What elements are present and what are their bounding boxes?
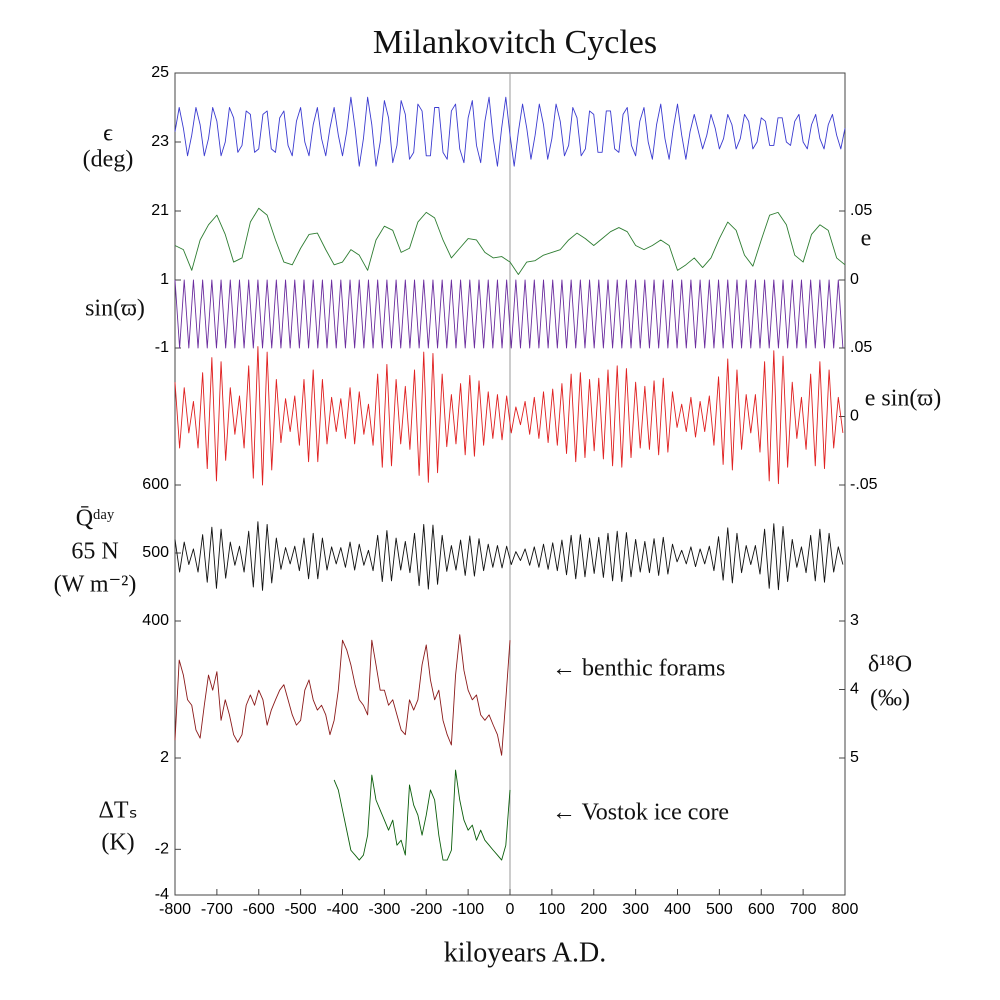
y-tick-label: 1 [160, 271, 169, 288]
axis-label: ϵ [103, 121, 113, 147]
x-tick-label: 800 [832, 901, 859, 918]
axis-label: e sin(ϖ) [865, 386, 941, 412]
y-tick-label: 3 [850, 612, 859, 629]
axis-label: Q̄ᵈᵃʸ [76, 506, 115, 532]
x-tick-label: -100 [452, 901, 484, 918]
series-line [174, 346, 844, 486]
series-line [174, 96, 846, 167]
y-tick-label: 2 [160, 749, 169, 766]
x-tick-label: 400 [664, 901, 691, 918]
y-tick-label: 21 [151, 202, 169, 219]
y-tick-label: 0 [850, 408, 859, 425]
series-line [333, 769, 511, 861]
x-tick-label: -600 [243, 901, 275, 918]
y-tick-label: 500 [142, 544, 169, 561]
y-tick-label: .05 [850, 339, 872, 356]
annotation: ← benthic forams [552, 656, 725, 682]
y-tick-label: -4 [155, 886, 169, 903]
x-tick-label: 100 [539, 901, 566, 918]
y-tick-label: 5 [850, 749, 859, 766]
axis-label: (‰) [870, 686, 910, 712]
series-line [174, 521, 844, 591]
y-tick-label: 0 [850, 271, 859, 288]
y-tick-label: 25 [151, 64, 169, 81]
x-tick-label: -500 [285, 901, 317, 918]
series-line [174, 634, 511, 756]
x-tick-label: 500 [706, 901, 733, 918]
y-tick-label: .05 [850, 202, 872, 219]
y-tick-label: 600 [142, 476, 169, 493]
axis-label: (K) [101, 830, 134, 856]
y-tick-label: -.05 [850, 476, 878, 493]
axis-label: (W m⁻²) [54, 572, 137, 598]
x-axis-label: kiloyears A.D. [444, 937, 607, 968]
x-tick-label: -800 [159, 901, 191, 918]
axis-label: 65 N [71, 539, 118, 565]
x-tick-label: 700 [790, 901, 817, 918]
x-tick-label: 200 [580, 901, 607, 918]
axis-label: sin(ϖ) [85, 296, 145, 322]
x-tick-label: -200 [410, 901, 442, 918]
y-tick-label: 23 [151, 133, 169, 150]
axis-label: (deg) [83, 147, 134, 173]
y-tick-label: 4 [850, 681, 859, 698]
axis-label: δ¹⁸O [868, 652, 912, 678]
y-tick-label: -1 [155, 339, 169, 356]
chart-title: Milankovitch Cycles [373, 24, 657, 61]
y-tick-label: 400 [142, 612, 169, 629]
series-line [174, 279, 844, 349]
x-tick-label: 300 [622, 901, 649, 918]
axis-label: ΔTₛ [98, 798, 137, 824]
annotation: ← Vostok ice core [552, 800, 729, 826]
x-tick-label: -300 [368, 901, 400, 918]
x-tick-label: 0 [506, 901, 515, 918]
y-tick-label: -2 [155, 841, 169, 858]
axis-label: e [861, 226, 872, 252]
series-line [174, 207, 846, 275]
x-tick-label: -700 [201, 901, 233, 918]
x-tick-label: 600 [748, 901, 775, 918]
x-tick-label: -400 [326, 901, 358, 918]
